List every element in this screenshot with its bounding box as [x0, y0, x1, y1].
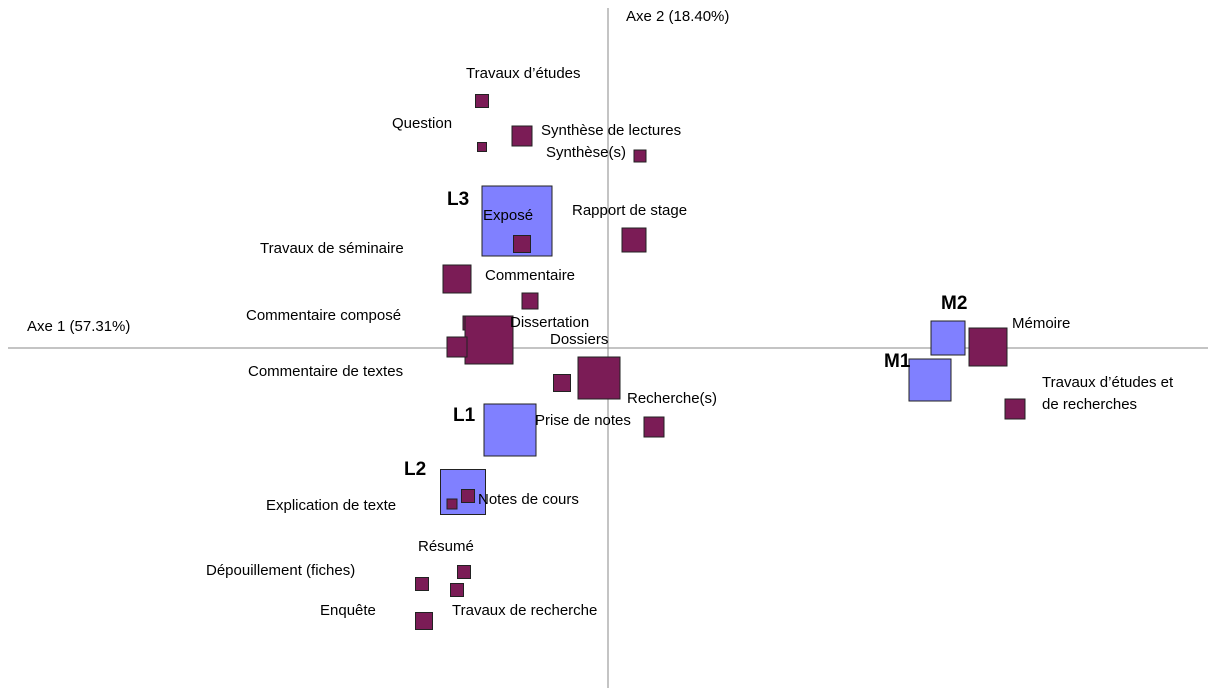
- point: [553, 374, 571, 392]
- point-label: Dossiers: [550, 331, 608, 348]
- point: [475, 94, 489, 108]
- point-label: Commentaire de textes: [248, 363, 403, 380]
- point-label: Dissertation: [510, 314, 589, 331]
- point-label: L3: [447, 189, 469, 210]
- point: [446, 498, 458, 510]
- point-label: Dépouillement (fiches): [206, 562, 355, 579]
- y-axis-label: Axe 2 (18.40%): [626, 8, 729, 25]
- point: [1004, 398, 1026, 420]
- point-label: M1: [884, 351, 911, 372]
- point: [643, 416, 665, 438]
- point-label: L1: [453, 405, 476, 426]
- point: [457, 565, 471, 579]
- point-label: Notes de cours: [478, 491, 579, 508]
- point: [511, 125, 533, 147]
- point-label: Synthèse de lectures: [541, 122, 681, 139]
- point-label: Commentaire composé: [246, 307, 401, 324]
- point-label: Résumé: [418, 538, 474, 555]
- point-label: Travaux de recherche: [452, 602, 597, 619]
- point: [577, 356, 621, 400]
- point: [415, 577, 429, 591]
- point-label: Synthèse(s): [546, 144, 626, 161]
- point-label: Exposé: [483, 207, 533, 224]
- point: [442, 264, 472, 294]
- point: [477, 142, 487, 152]
- point: [415, 612, 433, 630]
- point-label: Question: [392, 115, 452, 132]
- point-label: Travaux d’études et: [1042, 374, 1174, 391]
- point-label: Mémoire: [1012, 315, 1070, 332]
- point-label: Travaux de séminaire: [260, 240, 404, 257]
- point: [461, 489, 475, 503]
- point-label: Recherche(s): [627, 390, 717, 407]
- point: [464, 315, 514, 365]
- point: [450, 583, 464, 597]
- point: [930, 320, 966, 356]
- point-label: Explication de texte: [266, 497, 396, 514]
- point-label: Prise de notes: [535, 412, 631, 429]
- point-label: de recherches: [1042, 396, 1137, 413]
- x-axis-label: Axe 1 (57.31%): [27, 318, 130, 335]
- point: [908, 358, 952, 402]
- point: [513, 235, 531, 253]
- point: [483, 403, 537, 457]
- point-label: Travaux d’études: [466, 65, 581, 82]
- point: [968, 327, 1008, 367]
- point: [621, 227, 647, 253]
- point-label: M2: [941, 293, 967, 314]
- point-label: Rapport de stage: [572, 202, 687, 219]
- point-label: Enquête: [320, 602, 376, 619]
- point-label: Commentaire: [485, 267, 575, 284]
- point: [446, 336, 468, 358]
- point: [521, 292, 539, 310]
- point-label: L2: [404, 459, 426, 480]
- point: [633, 149, 647, 163]
